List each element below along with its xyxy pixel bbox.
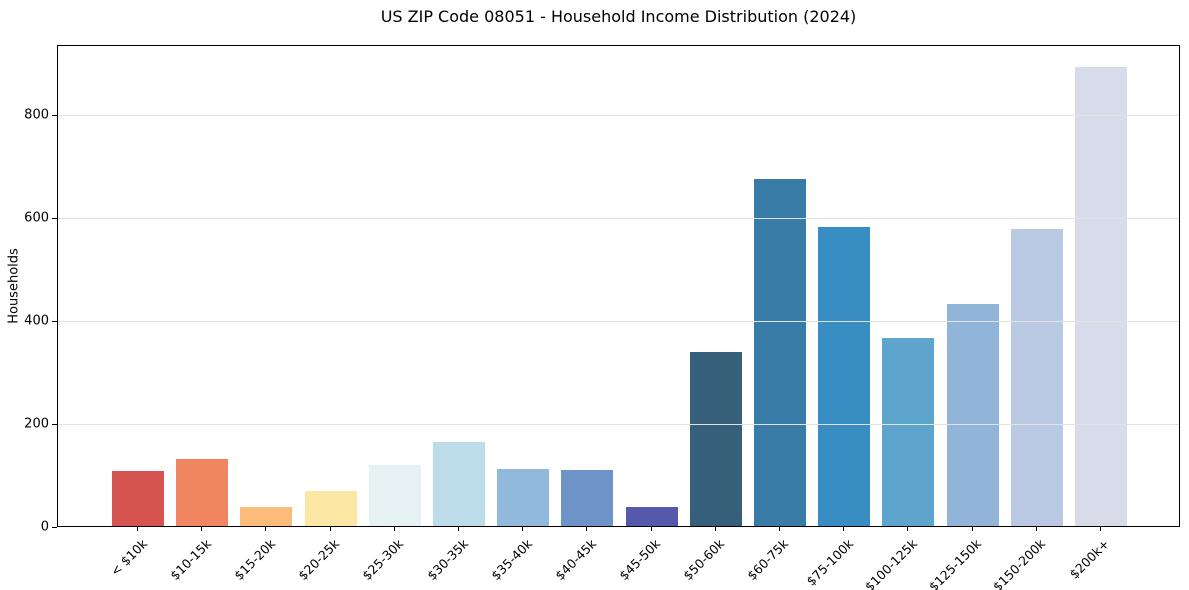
y-tick-label-0: 0 xyxy=(40,519,49,535)
bar-150-200k xyxy=(1010,228,1063,526)
x-tick-label-45-50k: $45-50k xyxy=(616,536,664,584)
x-tick-mark-30-35k xyxy=(458,527,460,531)
gridline-200 xyxy=(58,424,1179,426)
bars-layer xyxy=(58,46,1179,526)
y-tick-label-800: 800 xyxy=(24,107,49,123)
y-tick-mark-0 xyxy=(52,527,57,528)
x-tick-label-125-150k: $125-150k xyxy=(925,536,985,590)
bar-200k+ xyxy=(1074,67,1127,526)
x-tick-label-50-60k: $50-60k xyxy=(680,536,728,584)
x-tick-label-40-45k: $40-45k xyxy=(551,536,600,584)
bar-50-60k xyxy=(689,351,742,526)
x-tick-label-15-20k: $15-20k xyxy=(231,536,279,584)
y-tick-mark-400 xyxy=(52,320,57,322)
x-tick-mark-20-25k xyxy=(329,527,331,531)
y-tick-label-200: 200 xyxy=(24,416,49,432)
y-tick-mark-800 xyxy=(52,114,57,116)
x-tick-mark-60-75k xyxy=(778,527,780,531)
x-tick-mark-45-50k xyxy=(650,527,652,531)
gridline-600 xyxy=(58,218,1179,220)
x-tick-label-25-30k: $25-30k xyxy=(359,536,407,584)
x-tick-mark-200k+ xyxy=(1099,527,1101,531)
chart-title: US ZIP Code 08051 - Household Income Dis… xyxy=(380,7,857,26)
x-tick-mark-40-45k xyxy=(586,527,588,531)
y-tick-mark-600 xyxy=(52,217,57,219)
x-tick-mark-75-100k xyxy=(843,527,845,531)
x-tick-mark-15-20k xyxy=(265,527,267,531)
gridline-400 xyxy=(58,321,1179,323)
x-tick-label-10-15k: $10-15k xyxy=(166,536,214,584)
x-tick-mark-10k xyxy=(137,527,139,531)
x-tick-label-60-75k: $60-75k xyxy=(744,536,792,584)
plot-area xyxy=(57,45,1180,527)
bar-10-15k xyxy=(176,458,229,526)
x-tick-label-20-25k: $20-25k xyxy=(295,536,343,584)
x-tick-mark-25-30k xyxy=(393,527,395,531)
x-tick-label-35-40k: $35-40k xyxy=(487,536,535,584)
gridlines-layer xyxy=(58,46,1179,526)
bar-20-25k xyxy=(304,490,357,526)
bar-60-75k xyxy=(753,179,806,526)
bar-15-20k xyxy=(240,506,293,526)
y-tick-label-600: 600 xyxy=(24,210,49,226)
x-tick-label-30-35k: $30-35k xyxy=(423,536,471,584)
x-tick-mark-35-40k xyxy=(522,527,524,531)
x-tick-label-100-125k: $100-125k xyxy=(861,536,920,590)
bar-75-100k xyxy=(818,226,871,526)
y-axis-label: Households xyxy=(6,248,22,324)
bar-25-30k xyxy=(368,465,421,526)
y-tick-label-400: 400 xyxy=(24,313,49,329)
bar-30-35k xyxy=(433,441,486,526)
x-tick-label-75-100k: $75-100k xyxy=(803,536,856,589)
x-tick-mark-50-60k xyxy=(714,527,716,531)
gridline-800 xyxy=(58,115,1179,117)
x-tick-label-200k+: $200k+ xyxy=(1066,536,1113,582)
x-tick-label-10k: < $10k xyxy=(106,536,150,579)
x-tick-mark-100-125k xyxy=(907,527,909,531)
x-tick-mark-125-150k xyxy=(971,527,973,531)
x-tick-mark-10-15k xyxy=(201,527,203,531)
x-tick-mark-150-200k xyxy=(1035,527,1037,531)
bar-10k xyxy=(112,470,165,526)
bar-125-150k xyxy=(946,304,999,526)
bar-45-50k xyxy=(625,506,678,526)
bar-100-125k xyxy=(882,337,935,526)
y-tick-mark-200 xyxy=(52,423,57,425)
x-tick-label-150-200k: $150-200k xyxy=(990,536,1049,590)
bar-40-45k xyxy=(561,469,614,526)
bar-35-40k xyxy=(497,468,550,526)
